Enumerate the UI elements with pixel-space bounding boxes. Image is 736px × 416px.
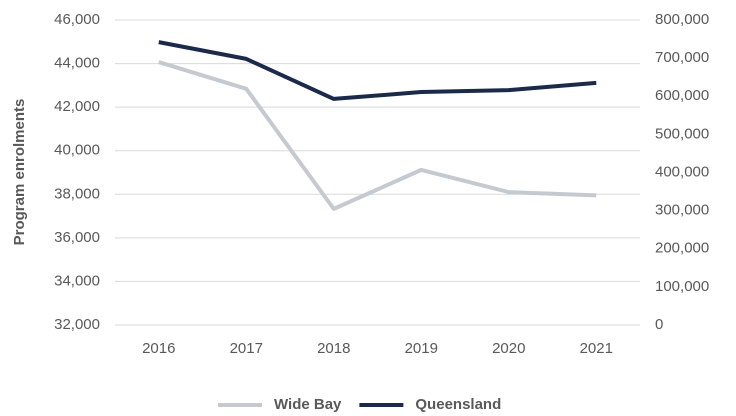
y-tick-label: 40,000	[54, 142, 100, 159]
y-tick-label: 36,000	[54, 229, 100, 246]
y-tick-label: 38,000	[54, 185, 100, 202]
x-tick-label: 2016	[142, 340, 175, 357]
series-line	[158, 40, 597, 101]
x-tick-label: 2021	[580, 340, 613, 357]
x-tick-label: 2018	[317, 340, 350, 357]
x-tick-label: 2019	[405, 340, 438, 357]
y-tick-label: 34,000	[54, 272, 100, 289]
x-tick-label: 2017	[230, 340, 263, 357]
series-line	[158, 60, 597, 211]
y2-tick-label: 200,000	[655, 240, 709, 257]
legend-label: Wide Bay	[274, 396, 342, 413]
y2-tick-label: 400,000	[655, 163, 709, 180]
y2-tick-label: 300,000	[655, 202, 709, 219]
y2-tick-label: 800,000	[655, 11, 709, 28]
y-axis-label: Program enrolments	[11, 99, 28, 246]
y2-tick-label: 700,000	[655, 49, 709, 66]
legend-label: Queensland	[415, 396, 501, 413]
y2-tick-label: 500,000	[655, 125, 709, 142]
y-tick-label: 32,000	[54, 316, 100, 333]
y-tick-label: 42,000	[54, 98, 100, 115]
y-tick-label: 46,000	[54, 11, 100, 28]
y2-tick-label: 100,000	[655, 278, 709, 295]
y-tick-label: 44,000	[54, 55, 100, 72]
y2-tick-label: 600,000	[655, 87, 709, 104]
x-tick-label: 2020	[492, 340, 525, 357]
y2-tick-label: 0	[655, 316, 663, 333]
